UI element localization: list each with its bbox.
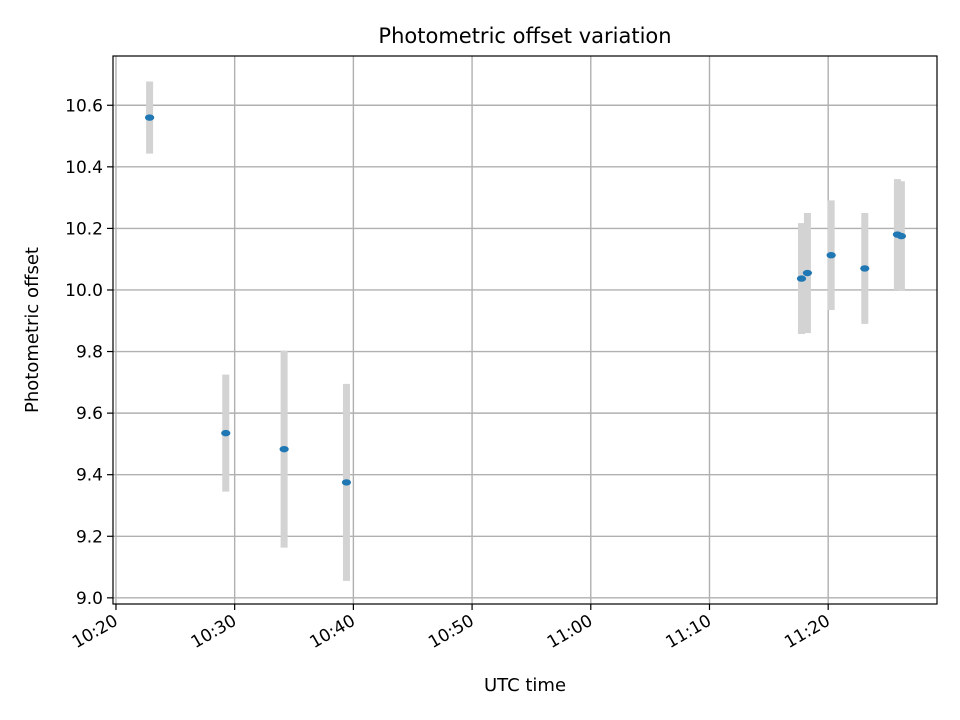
y-tick-label: 9.2 (76, 527, 103, 547)
y-axis-ticks: 9.0 9.2 9.4 9.6 9.8 10.0 10.2 10.4 10.6 (65, 96, 113, 609)
y-tick-label: 10.2 (65, 219, 103, 239)
y-tick-label: 10.6 (65, 96, 103, 116)
x-axis-label: UTC time (484, 675, 566, 696)
data-point (221, 429, 231, 437)
data-point (796, 275, 807, 282)
data-points (145, 114, 906, 486)
y-tick-label: 9.0 (76, 589, 103, 609)
y-tick-label: 10.0 (65, 281, 103, 301)
data-point (896, 232, 906, 240)
y-tick-label: 9.4 (76, 466, 103, 486)
data-point (860, 265, 870, 272)
y-tick-label: 9.8 (76, 343, 103, 363)
chart-title: Photometric offset variation (378, 24, 671, 48)
data-point (826, 251, 836, 259)
y-tick-label: 10.4 (65, 158, 103, 178)
y-axis-label: Photometric offset (22, 247, 43, 413)
plot-frame (112, 55, 938, 605)
y-tick-label: 9.6 (76, 404, 103, 424)
data-point (341, 479, 352, 486)
data-point (802, 269, 813, 277)
data-point (279, 445, 289, 453)
data-point (145, 114, 155, 121)
